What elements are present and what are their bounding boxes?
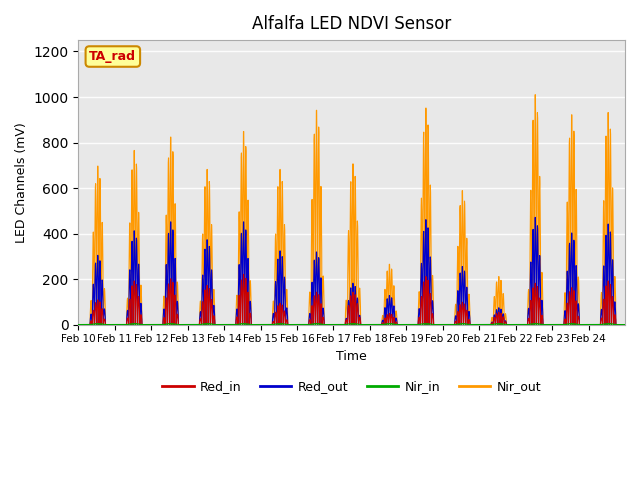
Text: TA_rad: TA_rad xyxy=(90,50,136,63)
Legend: Red_in, Red_out, Nir_in, Nir_out: Red_in, Red_out, Nir_in, Nir_out xyxy=(157,375,546,398)
Title: Alfalfa LED NDVI Sensor: Alfalfa LED NDVI Sensor xyxy=(252,15,451,33)
X-axis label: Time: Time xyxy=(337,350,367,363)
Y-axis label: LED Channels (mV): LED Channels (mV) xyxy=(15,122,28,243)
